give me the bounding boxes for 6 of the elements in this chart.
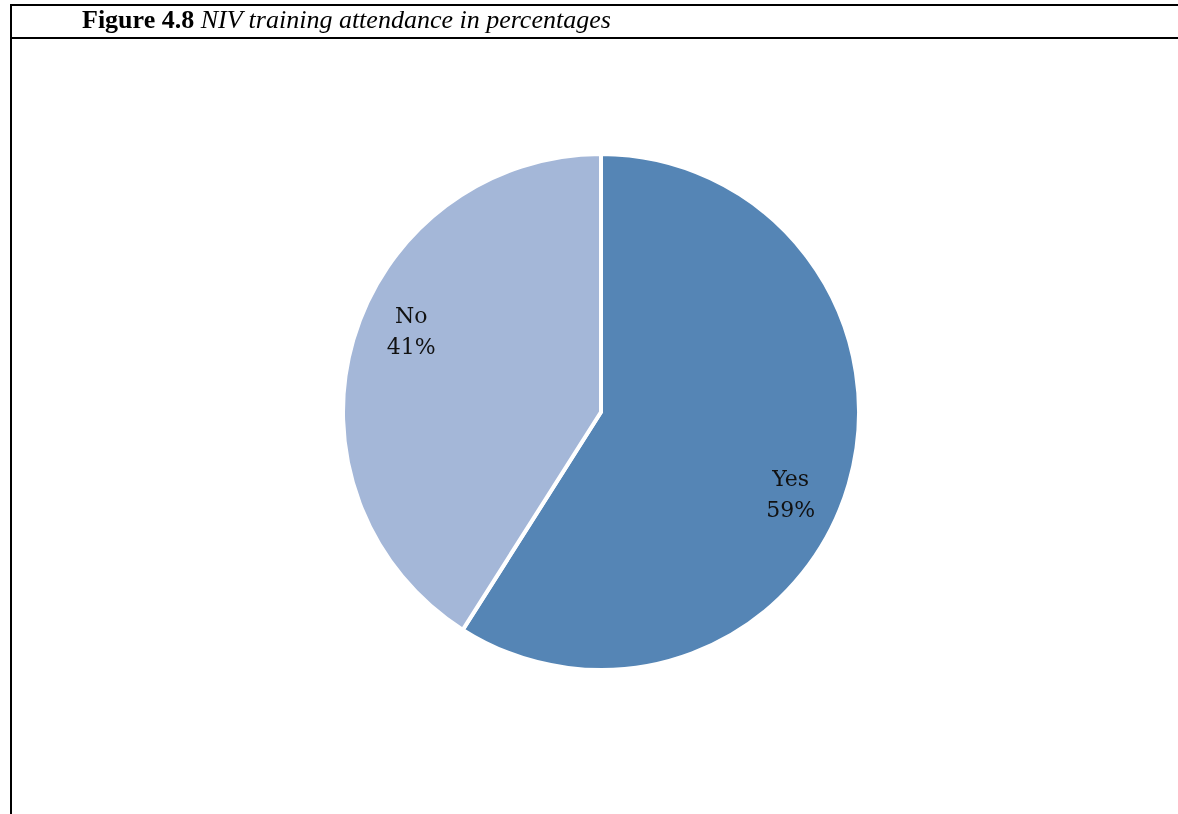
chart-subtitle: NIV training attendance in percentages [200, 5, 611, 34]
slice-label: Yes [771, 465, 810, 491]
data-label: 59% [766, 496, 816, 522]
chart-title: Figure 4.8 [82, 5, 195, 34]
data-label: 41% [386, 333, 436, 359]
slice-label: No [395, 302, 428, 328]
